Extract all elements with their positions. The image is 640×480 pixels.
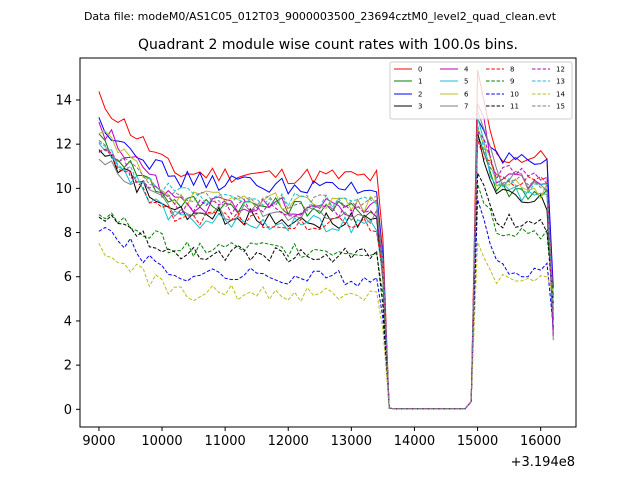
series-line-13 — [98, 124, 554, 410]
series-line-10 — [98, 199, 554, 410]
legend-label-2: 2 — [418, 91, 422, 99]
x-tick-label: 9000 — [82, 434, 115, 449]
legend-label-7: 7 — [464, 103, 468, 111]
series-line-14 — [98, 241, 554, 410]
series-line-5 — [98, 117, 554, 410]
legend-frame — [389, 61, 573, 120]
x-tick-label: 14000 — [394, 434, 435, 449]
legend-label-3: 3 — [418, 103, 422, 111]
x-tick-label: 10000 — [141, 434, 182, 449]
y-tick-label: 8 — [64, 226, 72, 241]
legend-label-4: 4 — [464, 66, 469, 74]
legend-label-6: 6 — [464, 91, 469, 99]
y-tick-label: 4 — [64, 314, 72, 329]
legend-label-12: 12 — [556, 66, 565, 74]
x-tick-label: 13000 — [331, 434, 372, 449]
x-axis: 9000 10000 11000 12000 13000 14000 15000 16000 — [82, 427, 561, 449]
legend-label-9: 9 — [510, 78, 514, 86]
legend-label-5: 5 — [464, 78, 468, 86]
y-tick-label: 12 — [55, 138, 72, 153]
y-tick-label: 14 — [55, 93, 72, 108]
series-line-6 — [98, 128, 554, 410]
y-tick-label: 6 — [64, 270, 72, 285]
x-tick-label: 16000 — [520, 434, 561, 449]
legend-label-1: 1 — [418, 78, 422, 86]
x-tick-label: 11000 — [204, 434, 245, 449]
legend-label-15: 15 — [556, 103, 565, 111]
legend-label-11: 11 — [510, 103, 519, 111]
series-line-8 — [98, 139, 554, 410]
legend-label-14: 14 — [556, 91, 565, 99]
legend-label-13: 13 — [556, 78, 565, 86]
legend-label-0: 0 — [418, 66, 422, 74]
y-tick-label: 2 — [64, 359, 72, 374]
legend-label-10: 10 — [510, 91, 519, 99]
x-tick-label: 15000 — [457, 434, 498, 449]
series-line-1 — [98, 133, 554, 410]
series-line-9 — [98, 183, 554, 410]
y-axis: 0 2 4 6 8 10 12 14 — [55, 93, 80, 418]
plot-frame — [79, 57, 577, 428]
series-line-0 — [98, 69, 554, 410]
series-line-2 — [98, 117, 554, 410]
series-line-11 — [98, 171, 554, 410]
y-tick-label: 10 — [55, 182, 72, 197]
series-line-15 — [98, 138, 554, 410]
y-tick-label: 0 — [64, 403, 72, 418]
x-axis-offset-label: +3.194e8 — [511, 455, 575, 470]
figure-suptitle: Data file: modeM0/AS1C05_012T03_90000035… — [84, 10, 557, 23]
legend-label-8: 8 — [510, 66, 514, 74]
plot-lines — [98, 69, 554, 410]
x-tick-label: 12000 — [268, 434, 309, 449]
chart-title: Quadrant 2 module wise count rates with … — [138, 37, 518, 53]
